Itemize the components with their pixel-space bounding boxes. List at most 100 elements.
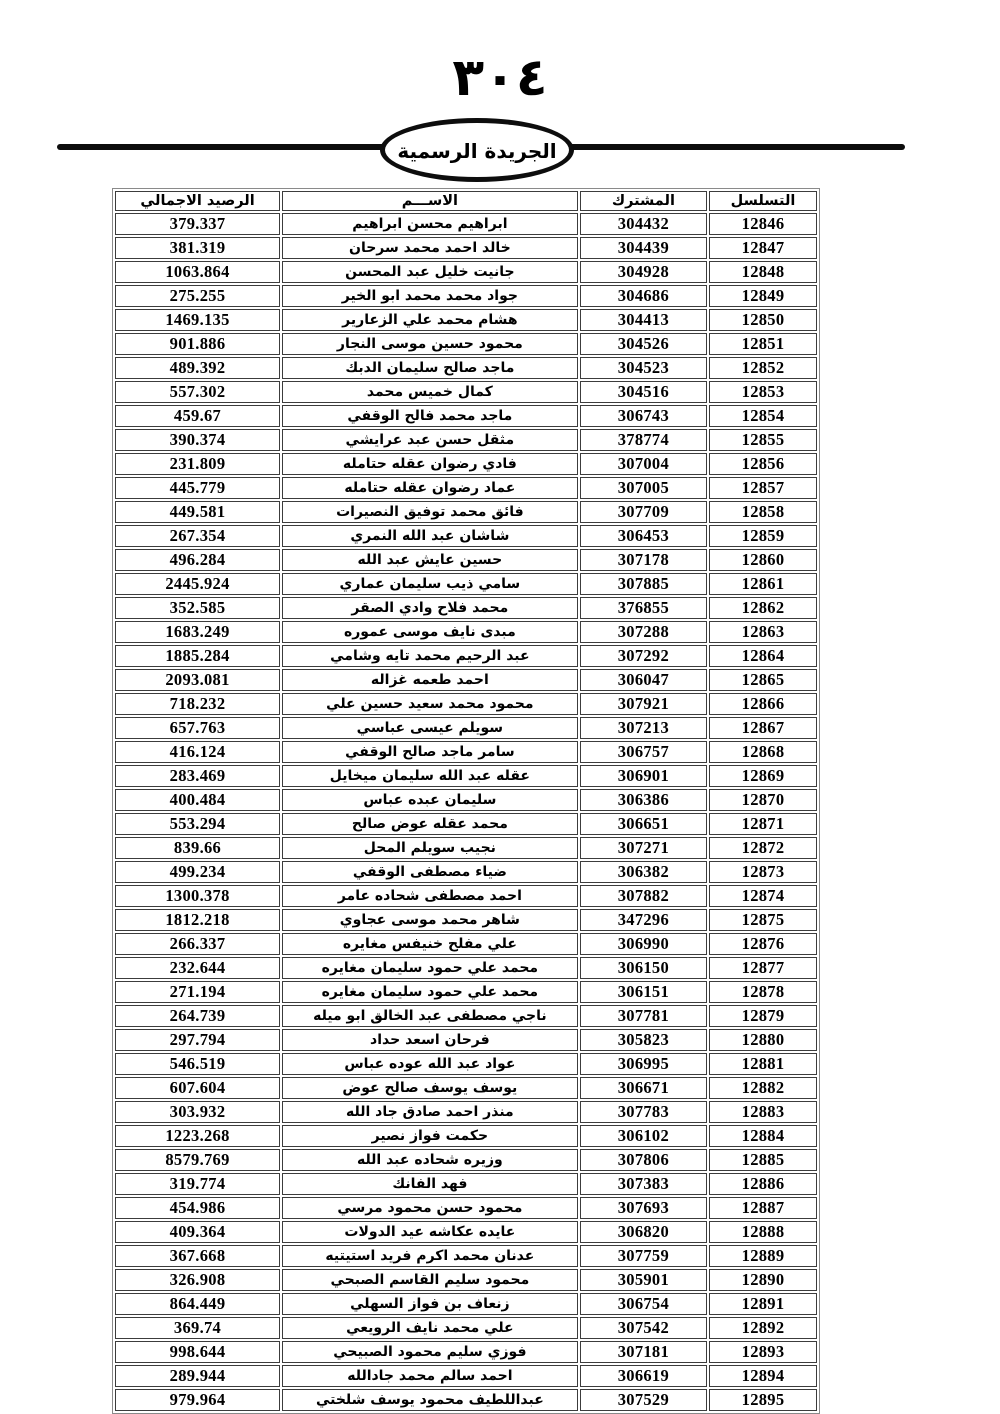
table-row: 12871 306651 محمد عقله عوض صالح 553.294 [115, 813, 817, 835]
table-row: 12863 307288 مبدى نايف موسى عموره 1683.2… [115, 621, 817, 643]
balance-cell: 381.319 [115, 237, 281, 259]
balance-cell: 271.194 [115, 981, 281, 1003]
name-cell: حسين عايش عبد الله [282, 549, 578, 571]
table-row: 12886 307383 فهد الفانك 319.774 [115, 1173, 817, 1195]
balance-cell: 657.763 [115, 717, 281, 739]
balance-cell: 1223.268 [115, 1125, 281, 1147]
table-row: 12856 307004 فادي رضوان عقله حتامله 231.… [115, 453, 817, 475]
table-row: 12847 304439 خالد احمد محمد سرحان 381.31… [115, 237, 817, 259]
serial-cell: 12857 [709, 477, 817, 499]
subscriber-cell: 307005 [579, 477, 708, 499]
table-row: 12848 304928 جانيت خليل عبد المحسن 1063.… [115, 261, 817, 283]
serial-cell: 12862 [709, 597, 817, 619]
serial-cell: 12859 [709, 525, 817, 547]
name-cell: محمود سليم القاسم الصبحي [282, 1269, 578, 1291]
serial-cell: 12889 [709, 1245, 817, 1267]
balance-cell: 445.779 [115, 477, 281, 499]
name-cell: فرحان اسعد حداد [282, 1029, 578, 1051]
subscriber-cell: 304686 [579, 285, 708, 307]
subscriber-cell: 307288 [579, 621, 708, 643]
subscriber-cell: 306820 [579, 1221, 708, 1243]
serial-cell: 12883 [709, 1101, 817, 1123]
serial-cell: 12893 [709, 1341, 817, 1363]
name-cell: ناجي مصطفى عبد الخالق ابو ميله [282, 1005, 578, 1027]
balance-cell: 1885.284 [115, 645, 281, 667]
subscriber-cell: 307783 [579, 1101, 708, 1123]
balance-cell: 303.932 [115, 1101, 281, 1123]
serial-cell: 12849 [709, 285, 817, 307]
name-cell: عماد رضوان عقله حتامله [282, 477, 578, 499]
serial-cell: 12878 [709, 981, 817, 1003]
table-row: 12849 304686 جواد محمد محمد ابو الخير 27… [115, 285, 817, 307]
balance-cell: 557.302 [115, 381, 281, 403]
name-cell: يوسف يوسف صالح عوض [282, 1077, 578, 1099]
subscriber-cell: 306382 [579, 861, 708, 883]
table-row: 12873 306382 ضياء مصطفى الوقفي 499.234 [115, 861, 817, 883]
serial-cell: 12870 [709, 789, 817, 811]
subscriber-cell: 306990 [579, 933, 708, 955]
balance-cell: 326.908 [115, 1269, 281, 1291]
balance-cell: 367.668 [115, 1245, 281, 1267]
table-header-row: التسلسل المشترك الاســـم الرصيد الاجمالي [115, 191, 817, 211]
balance-cell: 400.484 [115, 789, 281, 811]
serial-cell: 12868 [709, 741, 817, 763]
subscriber-cell: 306386 [579, 789, 708, 811]
subscriber-cell: 378774 [579, 429, 708, 451]
name-cell: علي مفلح خنيفس مغايره [282, 933, 578, 955]
name-cell: فادي رضوان عقله حتامله [282, 453, 578, 475]
serial-cell: 12852 [709, 357, 817, 379]
name-cell: احمد مصطفى شحاده عامر [282, 885, 578, 907]
name-cell: عواد عبد الله عوده عباس [282, 1053, 578, 1075]
balance-cell: 283.469 [115, 765, 281, 787]
table-row: 12895 307529 عبداللطيف محمود يوسف شلختي … [115, 1389, 817, 1411]
serial-cell: 12877 [709, 957, 817, 979]
table-row: 12884 306102 حكمت فواز نصير 1223.268 [115, 1125, 817, 1147]
serial-cell: 12890 [709, 1269, 817, 1291]
serial-cell: 12873 [709, 861, 817, 883]
table-row: 12880 305823 فرحان اسعد حداد 297.794 [115, 1029, 817, 1051]
subscriber-cell: 307709 [579, 501, 708, 523]
table-row: 12859 306453 شاشان عبد الله النمري 267.3… [115, 525, 817, 547]
name-cell: عبداللطيف محمود يوسف شلختي [282, 1389, 578, 1411]
table-row: 12879 307781 ناجي مصطفى عبد الخالق ابو م… [115, 1005, 817, 1027]
balance-cell: 998.644 [115, 1341, 281, 1363]
table-row: 12894 306619 احمد سالم محمد جادالله 289.… [115, 1365, 817, 1387]
table-row: 12867 307213 سويلم عيسى عباسي 657.763 [115, 717, 817, 739]
balance-cell: 718.232 [115, 693, 281, 715]
serial-cell: 12891 [709, 1293, 817, 1315]
name-cell: شاهر محمد موسى عجاوي [282, 909, 578, 931]
name-cell: جانيت خليل عبد المحسن [282, 261, 578, 283]
name-cell: عبد الرحيم محمد تايه وشامي [282, 645, 578, 667]
name-cell: عايده عكاشه عيد الدولات [282, 1221, 578, 1243]
name-cell: محمود حسين موسى النجار [282, 333, 578, 355]
name-cell: نجيب سويلم المحل [282, 837, 578, 859]
name-cell: هشام محمد علي الزعارير [282, 309, 578, 331]
name-cell: فائق محمد توفيق النصيرات [282, 501, 578, 523]
serial-cell: 12875 [709, 909, 817, 931]
table-row: 12852 304523 ماجد صالح سليمان الدبك 489.… [115, 357, 817, 379]
balance-cell: 267.354 [115, 525, 281, 547]
serial-cell: 12855 [709, 429, 817, 451]
table-row: 12881 306995 عواد عبد الله عوده عباس 546… [115, 1053, 817, 1075]
subscriber-cell: 306754 [579, 1293, 708, 1315]
balance-cell: 289.944 [115, 1365, 281, 1387]
balance-cell: 1063.864 [115, 261, 281, 283]
name-cell: محمود محمد سعيد حسين علي [282, 693, 578, 715]
name-cell: مبدى نايف موسى عموره [282, 621, 578, 643]
subscriber-cell: 304516 [579, 381, 708, 403]
name-cell: محمد فلاح وادي الصقر [282, 597, 578, 619]
table-row: 12889 307759 عدنان محمد اكرم فريد استيتي… [115, 1245, 817, 1267]
subscriber-cell: 306651 [579, 813, 708, 835]
name-cell: ماجد محمد فالح الوقفي [282, 405, 578, 427]
balance-cell: 459.67 [115, 405, 281, 427]
table-row: 12861 307885 سامي ذيب سليمان عماري 2445.… [115, 573, 817, 595]
subscriber-cell: 307181 [579, 1341, 708, 1363]
serial-cell: 12866 [709, 693, 817, 715]
subscriber-cell: 304413 [579, 309, 708, 331]
balance-cell: 416.124 [115, 741, 281, 763]
name-cell: خالد احمد محمد سرحان [282, 237, 578, 259]
subscriber-cell: 307271 [579, 837, 708, 859]
name-cell: شاشان عبد الله النمري [282, 525, 578, 547]
table-row: 12874 307882 احمد مصطفى شحاده عامر 1300.… [115, 885, 817, 907]
